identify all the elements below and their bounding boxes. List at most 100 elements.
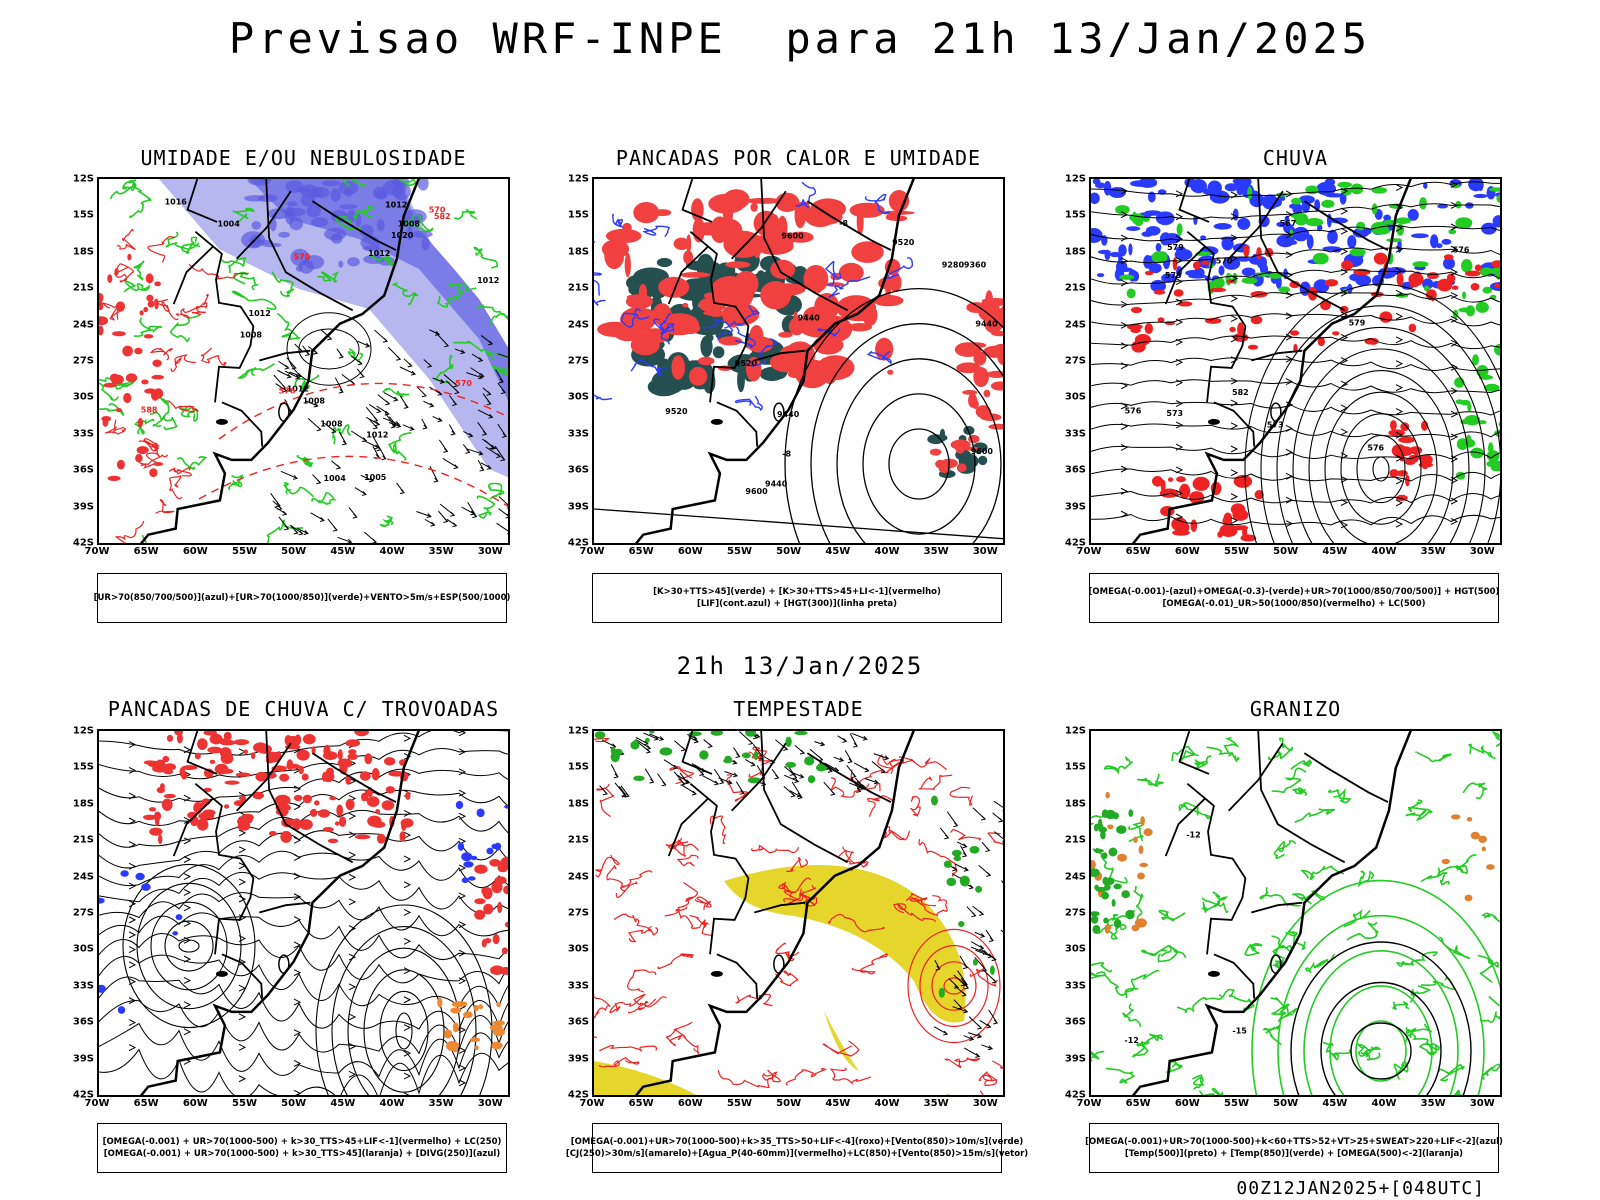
lon-tick: 45W (330, 1098, 356, 1109)
lat-tick: 15S (72, 209, 94, 221)
contour-label: 573 (1166, 409, 1183, 418)
mid-title: 21h 13/Jan/2025 (676, 652, 924, 680)
lat-tick: 15S (72, 761, 94, 773)
lon-tick: 55W (727, 546, 752, 557)
lat-tick: 12S (1064, 173, 1086, 185)
panel-legend: [UR>70(850/700/500)](azul)+[UR>70(1000/8… (94, 573, 510, 623)
lat-tick: 42S (72, 1089, 94, 1101)
lat-tick: 24S (567, 871, 589, 883)
lon-tick: 35W (923, 1098, 949, 1109)
lat-tick: 27S (567, 355, 589, 367)
lat-tick: 12S (72, 173, 94, 185)
contour-label: 9440 (975, 319, 998, 328)
contour-label: 9520 (892, 238, 915, 247)
lat-tick: 27S (72, 907, 94, 919)
lat-tick: 36S (567, 1016, 589, 1028)
lat-tick: 33S (1064, 428, 1086, 440)
lon-tick: 30W (972, 546, 998, 557)
panel-title: GRANIZO (1249, 697, 1342, 721)
lat-tick: 18S (1064, 246, 1086, 258)
lon-tick: 70W (84, 1098, 110, 1109)
lat-tick: 39S (72, 1053, 94, 1065)
lon-tick: 60W (677, 1098, 703, 1109)
legend-line: [OMEGA(-0.01)_UR>50(1000/850)(vermelho) … (1162, 599, 1426, 609)
lat-tick: 30S (567, 943, 589, 955)
lat-tick: 42S (1064, 1089, 1086, 1101)
panel-legend: [OMEGA(-0.001)+UR>70(1000-500)+k<60+TTS>… (1085, 1123, 1503, 1173)
lon-tick: 55W (1224, 1098, 1249, 1109)
panel-legend: [OMEGA(-0.001)-(azul)+OMEGA(-0.3)-(verde… (1089, 573, 1499, 623)
contour-label: 1016 (165, 197, 188, 206)
contour-label: 9440 (798, 314, 821, 323)
legend-line: [OMEGA(-0.001)+UR>70(1000-500)+k>35_TTS>… (570, 1137, 1024, 1147)
panel-title: PANCADAS POR CALOR E UMIDADE (615, 146, 982, 170)
contour-label: 1012 (366, 430, 388, 439)
lat-tick: 27S (567, 907, 589, 919)
contour-label: 1012 (249, 309, 271, 318)
lat-tick: 21S (72, 282, 94, 294)
lat-tick: 30S (567, 391, 589, 403)
lon-tick: 45W (1322, 1098, 1348, 1109)
lon-tick: 55W (727, 1098, 752, 1109)
panel-title: UMIDADE E/OU NEBULOSIDADE (140, 146, 467, 170)
lat-tick: 33S (567, 980, 589, 992)
lat-tick: 36S (567, 464, 589, 476)
lon-tick: 65W (628, 546, 654, 557)
lat-tick: 21S (1064, 834, 1086, 846)
lon-tick: 35W (1420, 1098, 1446, 1109)
lat-tick: 12S (567, 173, 589, 185)
contour-label: 576 (279, 387, 296, 396)
contour-label: 9280 (942, 261, 965, 270)
lat-tick: 33S (1064, 980, 1086, 992)
legend-line: [OMEGA(-0.001) + UR>70(1000-500) + k>30_… (102, 1137, 502, 1147)
lon-tick: 50W (776, 1098, 802, 1109)
lon-tick: 45W (825, 546, 851, 557)
latitude-axis: 12S 15S 18S 21S 24S 27S 30S 33S 36S 39S 42S (67, 173, 94, 549)
legend-line: [OMEGA(-0.001)+UR>70(1000-500)+k<60+TTS>… (1085, 1137, 1503, 1147)
contour-label: 9600 (745, 487, 768, 496)
longitude-axis: 70W 65W 60W 55W 50W 45W 40W 35W 30W (580, 546, 1005, 558)
lat-tick: 36S (1064, 1016, 1086, 1028)
contour-label: 570 (429, 206, 446, 215)
contour-label: 9440 (765, 479, 788, 488)
lon-tick: 50W (776, 546, 802, 557)
contour-label: 9520 (735, 359, 758, 368)
lon-tick: 30W (1469, 1098, 1495, 1109)
legend-line: [K>30+TTS>45](verde) + [K>30+TTS>45+LI<-… (653, 587, 941, 597)
lon-tick: 30W (477, 1098, 503, 1109)
contour-label: 9600 (971, 447, 994, 456)
lat-tick: 18S (72, 246, 94, 258)
lon-tick: 65W (133, 1098, 159, 1109)
contour-label: 582 (1232, 388, 1249, 397)
lat-tick: 36S (72, 1016, 94, 1028)
contour-label: 1008 (303, 397, 326, 406)
lat-tick: 18S (72, 798, 94, 810)
forecast-map: 1008 1008 1012 1004 1004 1008 1012 1012 1012 1016… (97, 177, 510, 545)
legend-line: [CJ(250)>30m/s](amarelo)+[Agua_P(40-60mm… (565, 1149, 1029, 1159)
contour-label: 579 (1167, 243, 1184, 252)
lon-tick: 30W (1469, 546, 1495, 557)
lon-tick: 50W (281, 546, 307, 557)
lat-tick: 27S (1064, 355, 1086, 367)
lon-tick: 55W (232, 1098, 257, 1109)
lon-tick: 35W (428, 1098, 454, 1109)
lon-tick: 40W (1371, 1098, 1397, 1109)
forecast-map: -15 -12 -12 (1089, 729, 1502, 1097)
lat-tick: 24S (567, 319, 589, 331)
lat-tick: 33S (72, 980, 94, 992)
contour-label: 9360 (964, 261, 987, 270)
panel-legend: [K>30+TTS>45](verde) + [K>30+TTS>45+LI<-… (592, 573, 1002, 623)
lon-tick: 70W (579, 546, 605, 557)
lat-tick: 15S (567, 761, 589, 773)
contour-label: 9520 (665, 407, 688, 416)
contour-label: 573 (1165, 271, 1182, 280)
contour-label: 9440 (777, 410, 800, 419)
forecast-map: 582 579 576 573 570 567 576 573 579 576 573 (1089, 177, 1502, 545)
contour-label: -8 (839, 219, 848, 228)
lat-tick: 42S (567, 537, 589, 549)
lon-tick: 40W (379, 546, 405, 557)
lat-tick: 27S (72, 355, 94, 367)
lat-tick: 15S (1064, 209, 1086, 221)
contour-label: 1008 (320, 420, 343, 429)
contour-label: 1012 (385, 201, 407, 210)
